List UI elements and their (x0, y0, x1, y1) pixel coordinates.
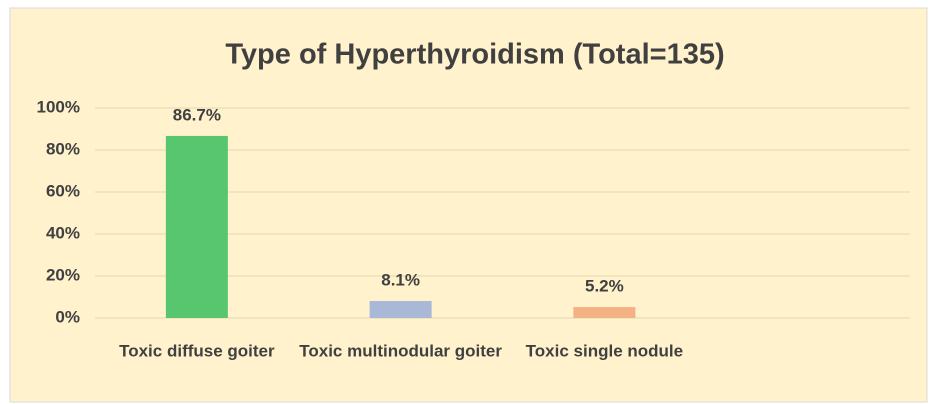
chart-title: Type of Hyperthyroidism (Total=135) (225, 39, 724, 71)
data-label: 8.1% (381, 270, 420, 289)
chart-background (9, 7, 928, 403)
bar (165, 135, 228, 318)
y-tick-label: 60% (46, 181, 80, 200)
x-tick-label: Toxic multinodular goiter (299, 341, 502, 360)
bar (573, 307, 636, 318)
y-tick-label: 80% (46, 139, 80, 158)
y-tick-label: 20% (46, 265, 80, 284)
x-tick-label: Toxic single nodule (526, 341, 683, 360)
x-tick-label: Toxic diffuse goiter (119, 341, 275, 360)
y-tick-label: 100% (37, 97, 80, 116)
y-tick-label: 0% (55, 307, 80, 326)
data-label: 5.2% (585, 277, 624, 296)
y-tick-label: 40% (46, 223, 80, 242)
bar (369, 300, 432, 318)
data-label: 86.7% (173, 105, 221, 124)
